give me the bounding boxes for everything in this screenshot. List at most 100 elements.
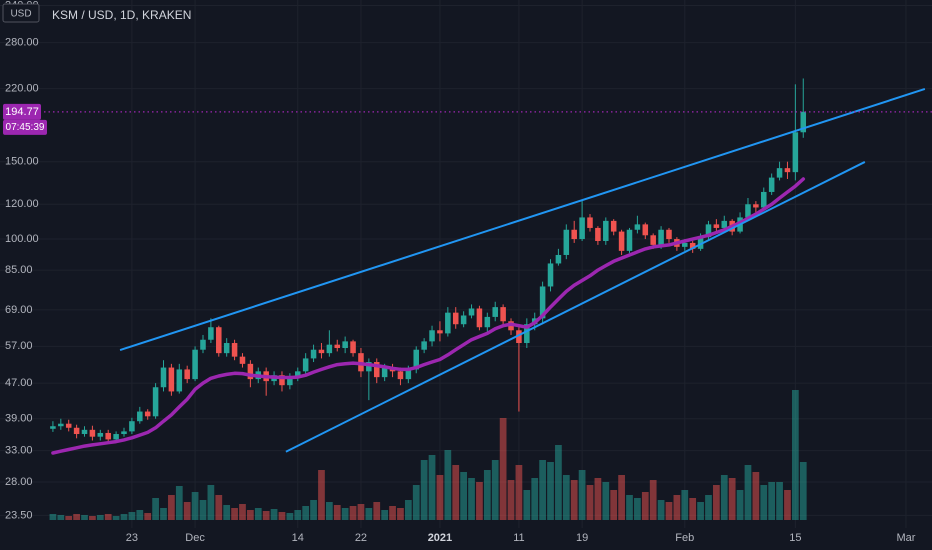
candle-body: [642, 224, 649, 236]
volume-bar: [460, 472, 467, 520]
volume-bar: [547, 462, 554, 520]
y-tick-label: 39.00: [5, 413, 33, 425]
volume-bar: [215, 495, 223, 520]
candle-body: [144, 411, 151, 417]
volume-bar: [136, 510, 144, 520]
candle-body: [287, 377, 293, 386]
volume-bar: [428, 455, 436, 520]
volume-bar: [341, 508, 349, 520]
volume-bar: [649, 480, 657, 520]
volume-bar: [523, 490, 531, 520]
candle-body: [516, 330, 522, 344]
candle-body: [239, 356, 246, 364]
candle-body: [634, 224, 641, 230]
volume-bar: [381, 510, 389, 520]
candle-body: [279, 375, 285, 386]
candle-body: [784, 168, 791, 173]
candle-body: [350, 341, 356, 354]
y-tick-label: 280.00: [5, 36, 39, 48]
y-tick-label: 23.50: [5, 509, 33, 521]
candle-body: [571, 229, 577, 240]
countdown-box: [3, 119, 47, 135]
volume-bar: [452, 465, 460, 520]
volume-bar: [736, 490, 744, 520]
candle-body: [295, 371, 301, 378]
candle-body: [121, 431, 127, 435]
x-tick-label: Feb: [675, 532, 694, 544]
volume-bar: [673, 495, 681, 520]
chart-title: KSM / USD, 1D, KRAKEN: [52, 8, 191, 22]
candle-body: [603, 220, 609, 241]
candle-body: [318, 349, 325, 354]
trendline: [285, 161, 866, 453]
volume-bar: [634, 498, 641, 520]
currency-box[interactable]: [2, 3, 40, 23]
volume-bar: [602, 482, 610, 520]
volume-bar: [697, 502, 704, 520]
candle-body: [682, 242, 688, 247]
candle-body: [137, 411, 143, 422]
candle-body: [437, 330, 443, 334]
volume-bar: [247, 510, 254, 520]
volume-bar: [73, 514, 80, 520]
volume-bar: [286, 513, 294, 520]
volume-bar: [191, 492, 199, 520]
volume-bar: [491, 460, 499, 520]
volume-bar: [776, 482, 783, 520]
volume-bar: [160, 508, 167, 520]
volume-bar: [610, 490, 618, 520]
candle-body: [500, 307, 506, 322]
candle-body: [618, 231, 625, 251]
candle-body: [658, 229, 664, 245]
volume-bar: [389, 506, 396, 520]
candle-body: [73, 427, 80, 435]
volume-bar: [784, 490, 791, 520]
candle-body: [223, 343, 230, 354]
volume-bar: [199, 500, 207, 520]
candle-body: [579, 217, 585, 240]
volume-bar: [239, 504, 246, 520]
candle-body: [413, 349, 420, 370]
y-tick-label: 69.00: [5, 304, 33, 316]
candle-body: [342, 341, 348, 349]
y-tick-label: 57.00: [5, 340, 33, 352]
volume-bar: [578, 470, 586, 520]
moving-average: [51, 177, 806, 455]
x-tick-label: Mar: [896, 532, 915, 544]
volume-bar: [89, 516, 96, 520]
volume-bar: [720, 475, 728, 520]
volume-bar: [657, 500, 665, 520]
volume-bar: [349, 506, 357, 520]
volume-bar: [618, 475, 625, 520]
candle-body: [460, 315, 467, 325]
candle-body: [650, 235, 656, 245]
volume-bar: [262, 511, 270, 520]
candle-body: [208, 327, 214, 340]
candle-body: [81, 429, 88, 435]
volume-bar: [310, 500, 317, 520]
candle-body: [310, 349, 317, 359]
candle-body: [129, 421, 135, 432]
trendline: [119, 87, 926, 351]
candle-body: [366, 362, 372, 372]
candle-body: [610, 220, 617, 232]
volume-bar: [791, 390, 799, 520]
volume-bar: [294, 510, 302, 520]
candle-body: [97, 432, 104, 437]
overlay-layer: [44, 87, 932, 455]
candle-body: [105, 432, 111, 440]
volume-bar: [641, 492, 649, 520]
volume-bar: [744, 465, 752, 520]
x-tick-label: 19: [576, 532, 588, 544]
y-tick-label: 120.00: [5, 198, 39, 210]
volume-bar: [231, 508, 238, 520]
volume-bar: [207, 485, 215, 520]
candle-body: [160, 367, 167, 388]
candle-body: [689, 242, 696, 249]
volume-bar: [515, 465, 523, 520]
candle-body: [216, 327, 222, 354]
candle-body: [192, 349, 198, 380]
volume-bar: [594, 478, 602, 520]
volume-bar: [412, 485, 420, 520]
last-price-box: [3, 103, 41, 120]
